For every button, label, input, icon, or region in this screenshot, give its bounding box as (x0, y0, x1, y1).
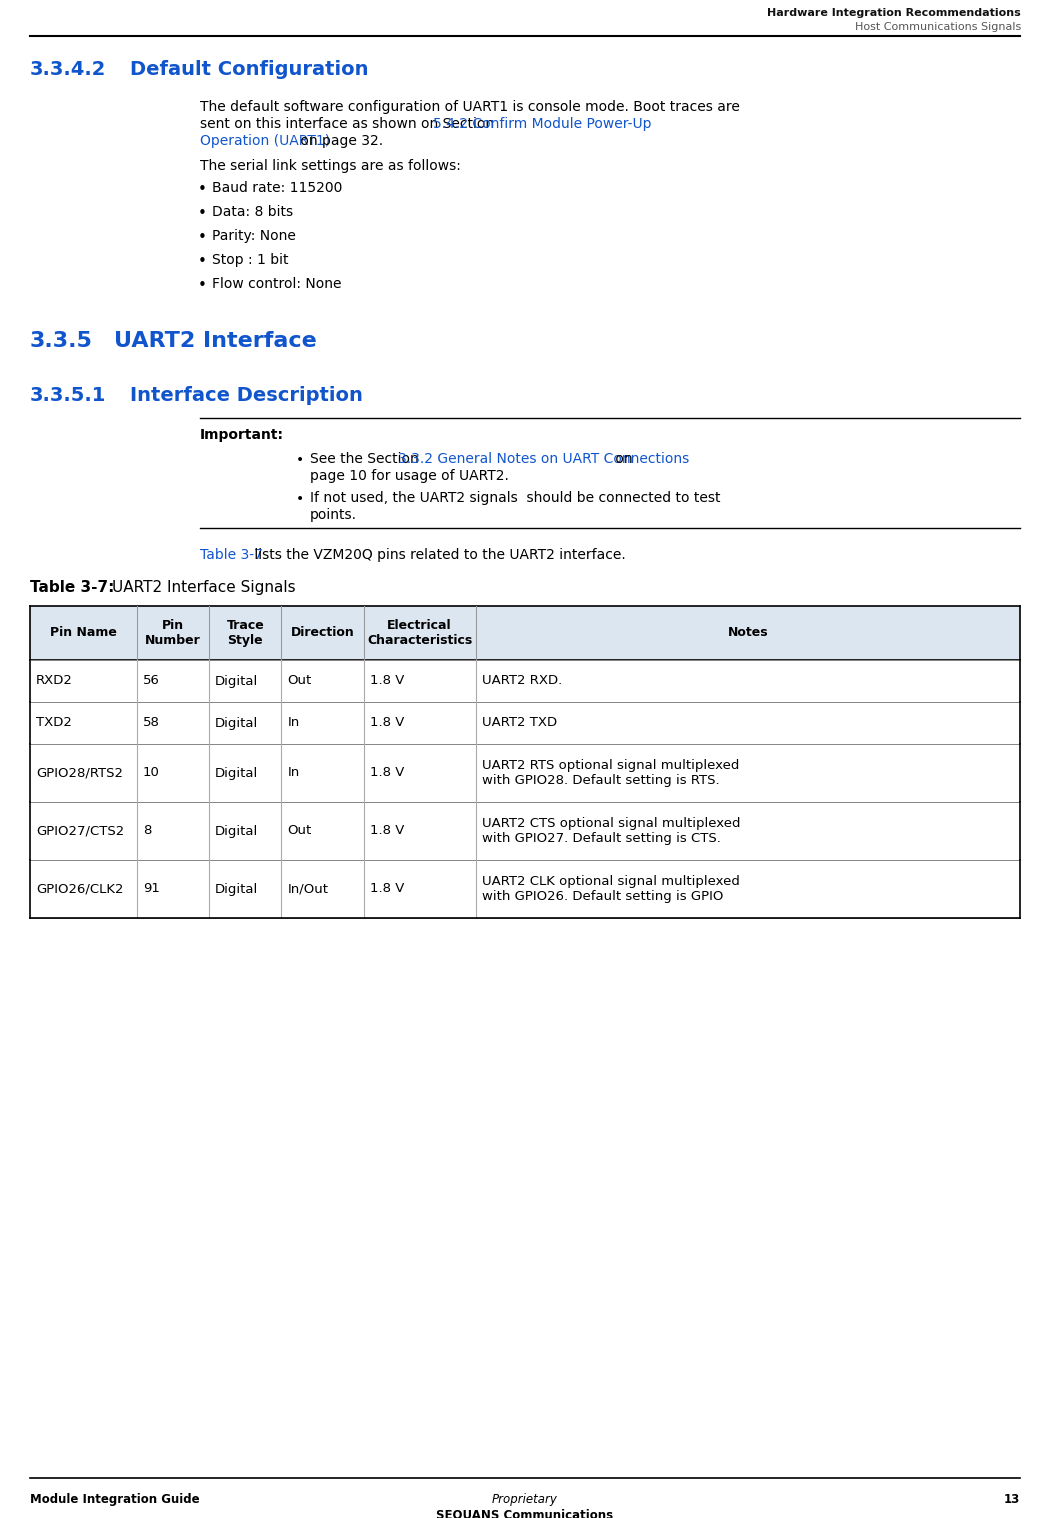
Text: In: In (288, 716, 300, 730)
Text: on: on (611, 452, 633, 466)
Text: In: In (288, 767, 300, 780)
Text: UART2 Interface: UART2 Interface (114, 331, 316, 351)
Text: Interface Description: Interface Description (130, 386, 363, 405)
Text: UART2 CLK optional signal multiplexed
with GPIO26. Default setting is GPIO: UART2 CLK optional signal multiplexed wi… (481, 874, 739, 903)
Text: •: • (296, 492, 304, 505)
Text: 58: 58 (143, 716, 160, 730)
Text: The serial link settings are as follows:: The serial link settings are as follows: (200, 159, 461, 173)
Text: •: • (296, 452, 304, 468)
Text: Host Communications Signals: Host Communications Signals (854, 21, 1021, 32)
Text: Module Integration Guide: Module Integration Guide (30, 1494, 200, 1506)
Text: UART2 CTS optional signal multiplexed
with GPIO27. Default setting is CTS.: UART2 CTS optional signal multiplexed wi… (481, 817, 740, 846)
Text: Stop : 1 bit: Stop : 1 bit (212, 254, 289, 267)
Text: Proprietary: Proprietary (492, 1494, 558, 1506)
Text: Pin Name: Pin Name (50, 627, 117, 639)
Text: Parity: None: Parity: None (212, 229, 296, 243)
Text: •: • (198, 278, 207, 293)
Text: 5.4.2 Confirm Module Power-Up: 5.4.2 Confirm Module Power-Up (433, 117, 652, 131)
Text: page 10 for usage of UART2.: page 10 for usage of UART2. (310, 469, 509, 483)
Text: Baud rate: 115200: Baud rate: 115200 (212, 181, 343, 194)
Text: UART2 TXD: UART2 TXD (481, 716, 557, 730)
Text: Out: Out (288, 824, 312, 838)
Text: Pin
Number: Pin Number (145, 619, 201, 647)
Text: 91: 91 (143, 882, 160, 896)
Bar (30, 744, 1021, 802)
Text: GPIO28/RTS2: GPIO28/RTS2 (36, 767, 123, 780)
Text: Flow control: None: Flow control: None (212, 276, 342, 291)
Text: 56: 56 (143, 674, 160, 688)
Text: SEQUANS Communications: SEQUANS Communications (436, 1509, 614, 1518)
Text: GPIO27/CTS2: GPIO27/CTS2 (36, 824, 124, 838)
Text: See the Section: See the Section (310, 452, 424, 466)
Bar (30, 802, 1021, 861)
Text: points.: points. (310, 509, 357, 522)
Text: Digital: Digital (215, 767, 259, 780)
Text: lists the VZM20Q pins related to the UART2 interface.: lists the VZM20Q pins related to the UAR… (250, 548, 625, 562)
Text: 13: 13 (1004, 1494, 1021, 1506)
Text: If not used, the UART2 signals  should be connected to test: If not used, the UART2 signals should be… (310, 490, 721, 505)
Text: 3.3.5.1: 3.3.5.1 (30, 386, 106, 405)
Text: •: • (198, 231, 207, 244)
Text: GPIO26/CLK2: GPIO26/CLK2 (36, 882, 124, 896)
Text: Out: Out (288, 674, 312, 688)
Bar (30, 701, 1021, 744)
Text: Digital: Digital (215, 824, 259, 838)
Text: Table 3-7: Table 3-7 (200, 548, 263, 562)
Text: sent on this interface as shown on Section: sent on this interface as shown on Secti… (200, 117, 498, 131)
Text: 8: 8 (143, 824, 151, 838)
Text: on page 32.: on page 32. (296, 134, 384, 147)
Text: 1.8 V: 1.8 V (370, 882, 404, 896)
Bar (30, 606, 1021, 660)
Text: 1.8 V: 1.8 V (370, 674, 404, 688)
Text: Operation (UART1): Operation (UART1) (200, 134, 330, 147)
Text: Data: 8 bits: Data: 8 bits (212, 205, 293, 219)
Text: 1.8 V: 1.8 V (370, 824, 404, 838)
Text: UART2 RTS optional signal multiplexed
with GPIO28. Default setting is RTS.: UART2 RTS optional signal multiplexed wi… (481, 759, 739, 786)
Text: Hardware Integration Recommendations: Hardware Integration Recommendations (767, 8, 1021, 18)
Text: 3.3.5: 3.3.5 (30, 331, 92, 351)
Text: 1.8 V: 1.8 V (370, 767, 404, 780)
Text: Digital: Digital (215, 882, 259, 896)
Text: TXD2: TXD2 (36, 716, 71, 730)
Text: Trace
Style: Trace Style (226, 619, 264, 647)
Text: Electrical
Characteristics: Electrical Characteristics (367, 619, 472, 647)
Text: 1.8 V: 1.8 V (370, 716, 404, 730)
Text: In/Out: In/Out (288, 882, 329, 896)
Text: UART2 Interface Signals: UART2 Interface Signals (112, 580, 295, 595)
Text: Digital: Digital (215, 674, 259, 688)
Text: Table 3-7:: Table 3-7: (30, 580, 120, 595)
Text: UART2 RXD.: UART2 RXD. (481, 674, 561, 688)
Text: 3.3.2 General Notes on UART Connections: 3.3.2 General Notes on UART Connections (398, 452, 689, 466)
Text: Digital: Digital (215, 716, 259, 730)
Text: Default Configuration: Default Configuration (130, 61, 369, 79)
Text: Notes: Notes (727, 627, 768, 639)
Bar (30, 660, 1021, 701)
Text: RXD2: RXD2 (36, 674, 73, 688)
Text: •: • (198, 206, 207, 222)
Text: Important:: Important: (200, 428, 284, 442)
Text: •: • (198, 254, 207, 269)
Text: Direction: Direction (291, 627, 354, 639)
Text: 10: 10 (143, 767, 160, 780)
Text: •: • (198, 182, 207, 197)
Text: The default software configuration of UART1 is console mode. Boot traces are: The default software configuration of UA… (200, 100, 740, 114)
Text: 3.3.4.2: 3.3.4.2 (30, 61, 106, 79)
Bar (30, 861, 1021, 918)
